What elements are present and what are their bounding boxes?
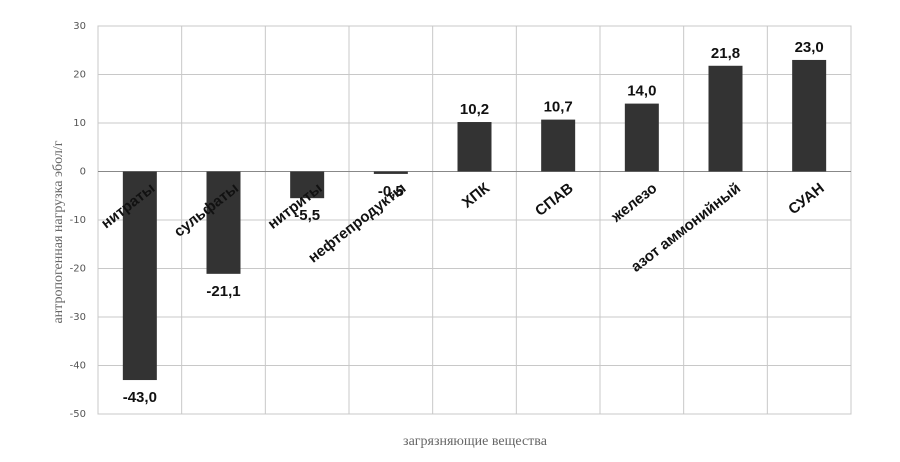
y-tick-label: 30 xyxy=(73,21,86,32)
bars xyxy=(122,59,827,381)
category-label: СУАН xyxy=(785,180,827,218)
data-label: -21,1 xyxy=(206,283,240,300)
y-tick-label: 0 xyxy=(80,167,86,178)
data-label: 23,0 xyxy=(795,39,824,56)
y-tick-label: -10 xyxy=(70,215,86,226)
data-label: -5,5 xyxy=(294,207,320,224)
data-label: 10,2 xyxy=(460,101,489,118)
category-label: СПАВ xyxy=(532,180,577,220)
y-axis-title: антропогенная нагрузка эбол/г xyxy=(51,140,66,323)
bar xyxy=(624,103,659,172)
y-tick-label: -30 xyxy=(70,312,86,323)
data-label: 10,7 xyxy=(544,99,573,116)
bar xyxy=(708,65,743,172)
y-tick-label: 20 xyxy=(73,70,86,81)
bar xyxy=(457,122,492,172)
data-label: 14,0 xyxy=(627,83,656,100)
data-label: -43,0 xyxy=(123,389,157,406)
category-label: железо xyxy=(608,180,661,226)
category-label: ХПК xyxy=(459,179,494,211)
bar xyxy=(373,171,408,174)
y-tick-label: -40 xyxy=(70,361,86,372)
data-label: -0,5 xyxy=(378,183,404,200)
bar xyxy=(206,171,241,274)
y-tick-label: 10 xyxy=(73,118,86,129)
bar xyxy=(290,171,325,199)
bar xyxy=(541,119,576,172)
y-tick-label: -50 xyxy=(70,409,86,420)
data-label: 21,8 xyxy=(711,45,740,62)
bar xyxy=(792,59,827,172)
x-axis-title: загрязняющие вещества xyxy=(403,434,548,449)
bar xyxy=(122,171,157,381)
y-tick-label: -20 xyxy=(70,264,86,275)
